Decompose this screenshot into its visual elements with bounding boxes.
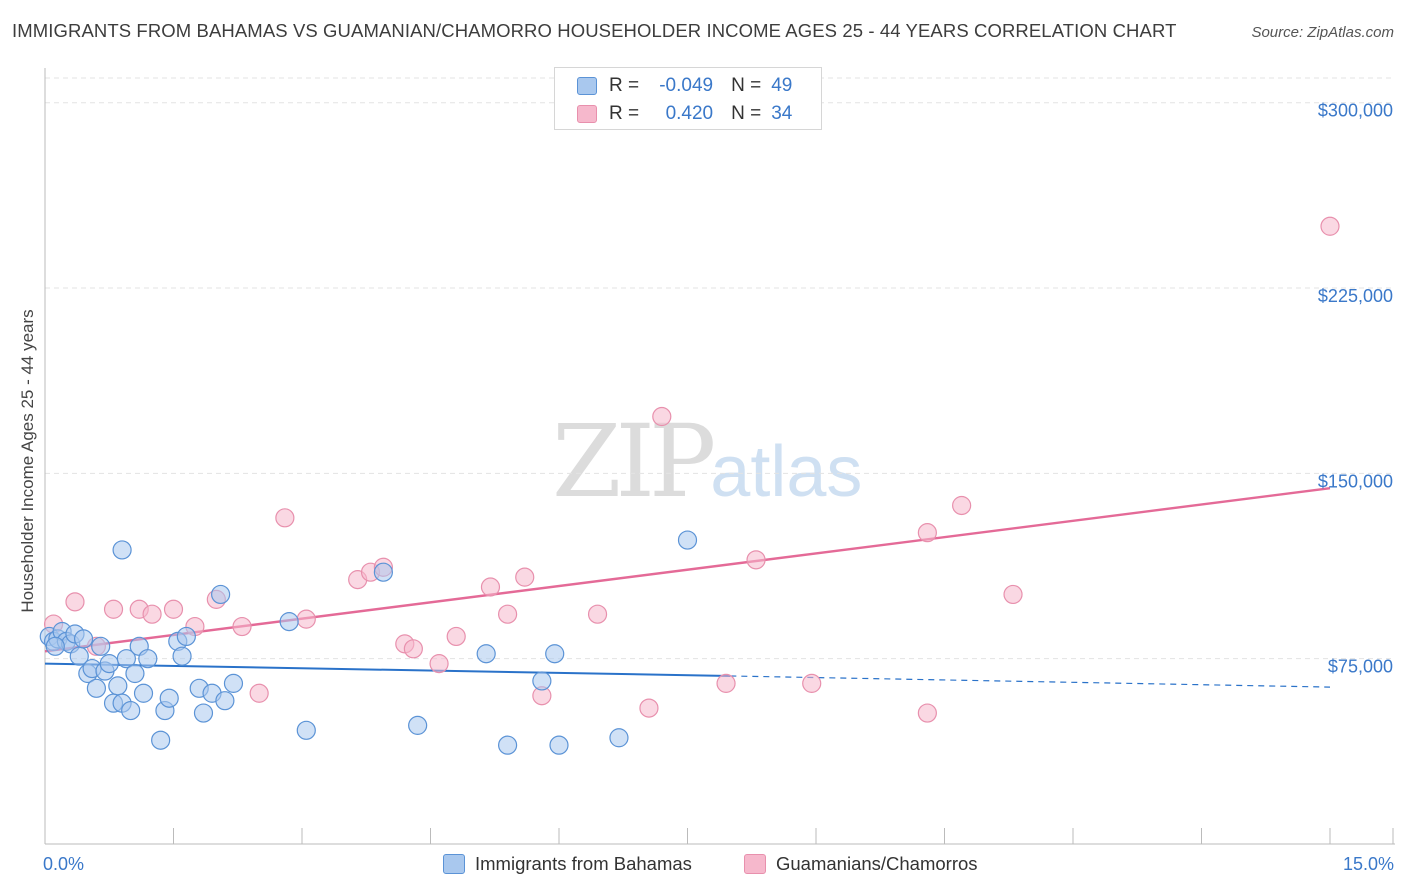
legend-n-value: 49: [771, 75, 793, 96]
data-point-bahamas: [545, 644, 565, 664]
x-tick-label-max: 15.0%: [1343, 854, 1394, 874]
data-point-bahamas: [476, 644, 496, 664]
data-point-guamanian: [917, 703, 937, 723]
data-point-guamanian: [802, 673, 822, 693]
data-point-guamanian: [403, 639, 423, 659]
data-points: [39, 216, 1340, 755]
legend-n-label: N =: [731, 75, 762, 96]
data-point-bahamas: [549, 735, 569, 755]
data-point-bahamas: [159, 688, 179, 708]
data-point-guamanian: [429, 654, 449, 674]
data-point-guamanian: [163, 599, 184, 619]
data-point-bahamas: [116, 649, 136, 669]
axes: [44, 68, 1395, 845]
data-point-bahamas: [677, 530, 698, 550]
data-point-bahamas: [373, 562, 393, 582]
data-point-guamanian: [587, 604, 608, 624]
data-point-guamanian: [716, 673, 736, 693]
data-point-bahamas: [45, 636, 65, 656]
data-point-bahamas: [73, 629, 94, 649]
bottom-legend-guamanian: Guamanians/Chamorros: [744, 851, 978, 877]
data-point-bahamas: [172, 646, 192, 666]
data-point-guamanian: [142, 604, 162, 624]
data-point-bahamas: [138, 649, 158, 669]
data-point-bahamas: [193, 703, 214, 723]
watermark-zip: ZIP: [552, 403, 716, 520]
data-point-bahamas: [91, 636, 111, 656]
legend-r-label: R =: [609, 103, 640, 124]
trend-line-bahamas: [44, 662, 731, 677]
data-point-bahamas: [408, 715, 428, 735]
legend-n-label: N =: [731, 103, 762, 124]
y-tick-label: $150,000: [1318, 471, 1393, 491]
data-point-guamanian: [232, 616, 252, 637]
y-tick-label: $225,000: [1318, 286, 1393, 306]
legend-row-guamanian: R = 0.420 N = 34: [577, 100, 792, 128]
data-point-guamanian: [639, 698, 659, 718]
trend-line-bahamas-extrapolated: [730, 675, 1331, 688]
data-point-guamanian: [515, 567, 535, 587]
data-point-guamanian: [1003, 584, 1023, 605]
axis-labels: $75,000 $150,000 $225,000 $300,000 0.0% 15.0%…: [18, 101, 1394, 874]
data-point-guamanian: [952, 495, 972, 516]
trend-lines: [44, 486, 1331, 688]
bottom-legend-bahamas: Immigrants from Bahamas: [443, 851, 692, 877]
legend-row-bahamas: R = -0.049 N = 49: [577, 72, 792, 100]
data-point-bahamas: [609, 728, 629, 748]
data-point-bahamas: [151, 730, 171, 750]
data-point-guamanian: [1320, 216, 1340, 236]
data-point-bahamas: [532, 671, 552, 691]
bottom-legend-swatch-pink: [744, 854, 766, 874]
legend-r-value: 0.420: [665, 103, 714, 124]
data-point-bahamas: [86, 678, 107, 698]
data-point-guamanian: [65, 592, 85, 612]
y-axis-title: Householder Income Ages 25 - 44 years: [18, 309, 37, 612]
grid-lines: [45, 77, 1395, 660]
data-point-bahamas: [223, 673, 244, 693]
data-point-bahamas: [121, 700, 141, 721]
legend-r-label: R =: [609, 75, 640, 96]
data-point-bahamas: [125, 663, 145, 684]
data-point-guamanian: [652, 406, 672, 427]
source-credit: Source: ZipAtlas.com: [1251, 24, 1394, 41]
bottom-legend-label: Immigrants from Bahamas: [475, 853, 692, 874]
data-point-bahamas: [108, 676, 128, 696]
data-point-bahamas: [296, 720, 316, 740]
bottom-legend-label: Guamanians/Chamorros: [776, 853, 978, 874]
data-point-bahamas: [133, 683, 154, 703]
data-point-bahamas: [498, 735, 518, 755]
data-point-guamanian: [746, 550, 766, 570]
data-point-guamanian: [275, 508, 295, 528]
legend-swatch-blue: [577, 77, 597, 95]
y-tick-label: $75,000: [1328, 657, 1393, 677]
data-point-bahamas: [211, 584, 231, 605]
data-point-bahamas: [279, 612, 299, 632]
data-point-guamanian: [103, 599, 124, 619]
data-point-bahamas: [112, 540, 132, 560]
data-point-bahamas: [215, 691, 235, 711]
trend-line-guamanian: [44, 486, 1331, 653]
legend-r-value: -0.049: [659, 75, 714, 96]
correlation-legend: R = -0.049 N = 49 R = 0.420 N = 34: [554, 67, 822, 130]
data-point-guamanian: [446, 626, 466, 647]
data-point-guamanian: [296, 609, 316, 629]
legend-swatch-pink: [577, 105, 597, 123]
data-point-bahamas: [176, 626, 196, 647]
data-point-guamanian: [917, 523, 937, 543]
chart-title: IMMIGRANTS FROM BAHAMAS VS GUAMANIAN/CHA…: [12, 20, 1177, 41]
watermark-atlas: atlas: [710, 432, 863, 512]
data-point-guamanian: [498, 604, 518, 624]
bottom-legend-swatch-blue: [443, 854, 465, 874]
x-tick-label-min: 0.0%: [43, 854, 84, 874]
legend-n-value: 34: [771, 103, 793, 124]
y-tick-label: $300,000: [1318, 101, 1393, 121]
data-point-guamanian: [480, 577, 501, 597]
data-point-guamanian: [249, 683, 269, 703]
data-point-bahamas: [99, 654, 119, 674]
watermark: ZIPatlas: [552, 403, 862, 520]
